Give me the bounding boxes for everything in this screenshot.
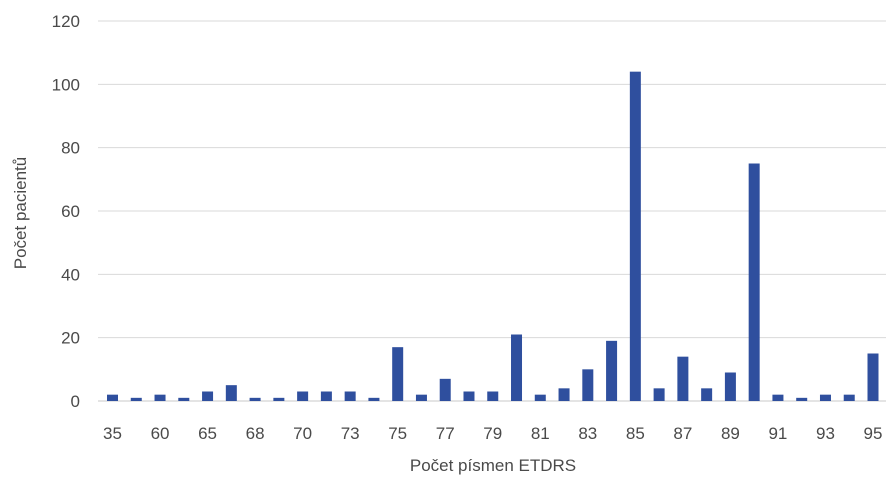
y-tick-label: 20 [61,329,80,348]
bar-87 [677,356,689,401]
gridlines [98,20,886,402]
bar-60 [154,394,166,401]
bar-76 [415,394,427,401]
bar-80 [511,334,523,401]
x-tick-label: 77 [436,424,455,443]
x-tick-label: 83 [578,424,597,443]
x-tick-label: 95 [864,424,883,443]
bar-75 [392,347,404,401]
bar-63 [178,397,190,401]
x-tick-label: 73 [341,424,360,443]
bar-95 [867,353,879,401]
bar-69 [273,397,285,401]
y-tick-label: 80 [61,139,80,158]
y-axis-title: Počet pacientů [11,157,30,269]
bar-94 [843,394,855,401]
bar-93 [819,394,831,401]
bar-78 [463,391,475,401]
bar-74 [368,397,380,401]
y-tick-label: 60 [61,202,80,221]
bar-73 [344,391,356,401]
bar-86 [653,388,665,401]
x-tick-label: 35 [103,424,122,443]
bar-70 [297,391,309,401]
x-tick-label: 75 [388,424,407,443]
y-axis-ticks: 0 20 40 60 80 100 120 [52,12,80,411]
bar-84 [606,340,618,401]
bar-82 [558,388,570,401]
bar-35 [107,394,118,401]
bar-77 [439,378,451,401]
x-tick-label: 65 [198,424,217,443]
x-tick-label: 87 [673,424,692,443]
y-tick-label: 100 [52,75,80,94]
bar-68 [249,397,261,401]
x-tick-label: 81 [531,424,550,443]
bar-81 [534,394,546,401]
bars [107,71,879,402]
bar-65 [202,391,214,401]
x-tick-label: 79 [483,424,502,443]
x-tick-label: 60 [151,424,170,443]
bar-91 [772,394,784,401]
bar-55 [130,397,142,401]
bar-89 [724,372,736,401]
bar-67 [225,385,237,401]
x-tick-label: 70 [293,424,312,443]
bar-90 [748,163,760,401]
bar-72 [320,391,332,401]
y-tick-label: 0 [71,392,80,411]
x-tick-label: 89 [721,424,740,443]
bar-85 [629,71,641,402]
x-tick-label: 68 [246,424,265,443]
bar-88 [701,388,713,401]
bar-79 [487,391,499,401]
x-tick-label: 85 [626,424,645,443]
y-tick-label: 40 [61,265,80,284]
y-tick-label: 120 [52,12,80,31]
bar-83 [582,369,594,401]
x-axis-title: Počet písmen ETDRS [410,456,576,475]
x-tick-label: 91 [768,424,787,443]
x-axis-ticks: 35 60 65 68 70 73 75 77 79 81 83 85 87 89 91 93 95 [103,424,882,443]
bar-92 [796,397,808,401]
x-tick-label: 93 [816,424,835,443]
